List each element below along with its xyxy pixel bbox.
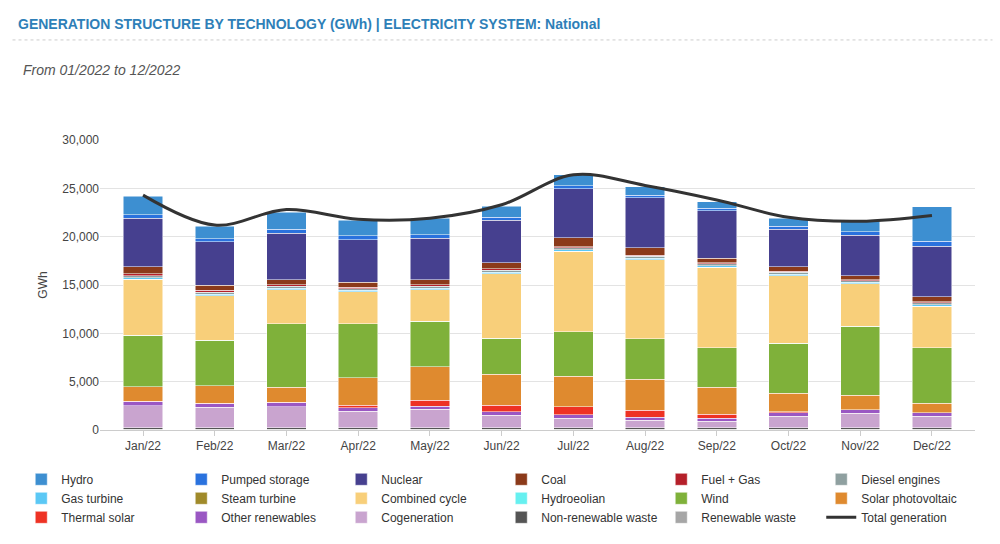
- svg-text:Dec/22: Dec/22: [913, 439, 951, 453]
- svg-text:Aug/22: Aug/22: [626, 439, 664, 453]
- svg-text:Solar photovoltaic: Solar photovoltaic: [861, 492, 956, 506]
- svg-text:10,000: 10,000: [62, 327, 99, 341]
- svg-text:25,000: 25,000: [62, 182, 99, 196]
- svg-text:Thermal solar: Thermal solar: [61, 511, 134, 525]
- svg-text:Coal: Coal: [541, 473, 566, 487]
- svg-text:Diesel engines: Diesel engines: [861, 473, 940, 487]
- svg-text:Nov/22: Nov/22: [841, 439, 879, 453]
- svg-text:Apr/22: Apr/22: [341, 439, 377, 453]
- svg-text:Combined cycle: Combined cycle: [381, 492, 467, 506]
- svg-text:Jan/22: Jan/22: [125, 439, 161, 453]
- svg-text:Cogeneration: Cogeneration: [381, 511, 453, 525]
- svg-text:Mar/22: Mar/22: [268, 439, 306, 453]
- svg-text:GENERATION STRUCTURE BY TECHNO: GENERATION STRUCTURE BY TECHNOLOGY (GWh)…: [18, 16, 600, 32]
- svg-text:Oct/22: Oct/22: [771, 439, 807, 453]
- svg-text:5,000: 5,000: [69, 375, 99, 389]
- svg-text:30,000: 30,000: [62, 133, 99, 147]
- svg-text:20,000: 20,000: [62, 230, 99, 244]
- svg-text:GWh: GWh: [36, 271, 50, 298]
- svg-text:Wind: Wind: [701, 492, 728, 506]
- svg-text:From 01/2022 to 12/2022: From 01/2022 to 12/2022: [23, 62, 180, 78]
- svg-text:Non-renewable waste: Non-renewable waste: [541, 511, 657, 525]
- svg-text:Hydroeolian: Hydroeolian: [541, 492, 605, 506]
- svg-text:0: 0: [92, 423, 99, 437]
- svg-text:Jun/22: Jun/22: [484, 439, 520, 453]
- svg-text:Jul/22: Jul/22: [557, 439, 589, 453]
- svg-text:Steam turbine: Steam turbine: [221, 492, 296, 506]
- svg-text:Gas turbine: Gas turbine: [61, 492, 123, 506]
- svg-text:Pumped storage: Pumped storage: [221, 473, 309, 487]
- svg-text:Other renewables: Other renewables: [221, 511, 316, 525]
- svg-text:May/22: May/22: [410, 439, 450, 453]
- svg-text:Sep/22: Sep/22: [698, 439, 736, 453]
- svg-text:Hydro: Hydro: [61, 473, 93, 487]
- svg-text:Fuel + Gas: Fuel + Gas: [701, 473, 760, 487]
- svg-text:Total generation: Total generation: [861, 511, 946, 525]
- svg-text:Feb/22: Feb/22: [196, 439, 234, 453]
- svg-text:Nuclear: Nuclear: [381, 473, 422, 487]
- svg-text:Renewable waste: Renewable waste: [701, 511, 796, 525]
- svg-text:15,000: 15,000: [62, 278, 99, 292]
